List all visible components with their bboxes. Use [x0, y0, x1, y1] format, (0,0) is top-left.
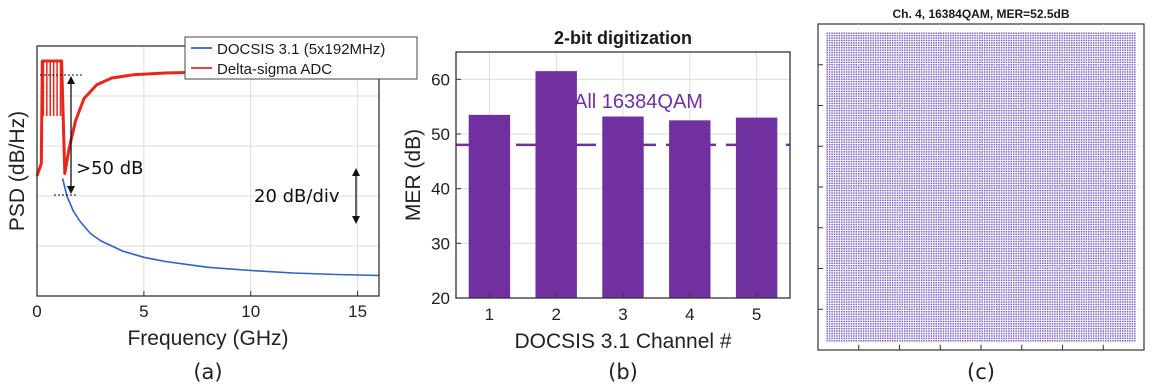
a-annotation-20db: 20 dB/div [254, 186, 340, 207]
b-bar-2 [535, 71, 577, 298]
a-gridlines [36, 46, 379, 296]
a-x-tick-label: 10 [241, 302, 260, 321]
c-chart-title: Ch. 4, 16384QAM, MER=52.5dB [892, 7, 1069, 21]
a-y-axis-label: PSD (dB/Hz) [6, 111, 29, 231]
b-y-ticks: 20 30 40 50 60 [431, 70, 461, 308]
b-bar-3 [602, 116, 644, 298]
b-y-tick-label: 50 [431, 125, 450, 144]
a-x-tick-label: 15 [348, 302, 367, 321]
b-y-tick-label: 30 [431, 234, 450, 253]
a-panel-caption: (a) [193, 360, 222, 384]
a-legend-label-docsis: DOCSIS 3.1 (5x192MHz) [217, 41, 385, 58]
b-y-tick-label: 60 [431, 70, 450, 89]
b-x-ticks: 1 2 3 4 5 [485, 293, 761, 324]
b-y-tick-label: 20 [431, 289, 450, 308]
b-x-tick-label: 4 [685, 305, 694, 324]
b-bar-5 [735, 117, 778, 298]
b-x-tick-label: 2 [551, 305, 560, 324]
panel-c-constellation: Ch. 4, 16384QAM, MER=52.5dB (c) [817, 7, 1145, 384]
a-series-line-0 [61, 178, 380, 277]
a-annotations: >50 dB 20 dB/div [40, 74, 360, 224]
b-x-axis-label: DOCSIS 3.1 Channel # [514, 330, 731, 353]
b-x-tick-label: 5 [752, 305, 761, 324]
b-x-tick-label: 3 [618, 305, 627, 324]
c-constellation-points [826, 32, 1136, 342]
b-chart-title: 2-bit digitization [554, 28, 692, 48]
a-legend-label-adc: Delta-sigma ADC [217, 61, 332, 78]
b-y-axis-label: MER (dB) [402, 129, 425, 221]
a-x-tick-label: 0 [32, 302, 41, 321]
c-gridlines [818, 24, 1144, 350]
c-constellation-field [826, 32, 1136, 342]
b-threshold-label: All 16384QAM [574, 91, 703, 113]
b-bar-1 [468, 114, 511, 298]
c-panel-caption: (c) [967, 360, 995, 384]
b-panel-caption: (b) [608, 360, 638, 384]
panel-b-mer-chart: All 16384QAM 20 30 40 50 60 1 2 3 4 5 2-bit digi… [402, 28, 791, 384]
a-x-axis-label: Frequency (GHz) [127, 327, 288, 350]
a-legend: DOCSIS 3.1 (5x192MHz) Delta-sigma ADC [184, 36, 418, 80]
panel-a-psd-chart: 0 5 10 15 Frequency (GHz) PSD (dB/Hz) DOCSI… [6, 36, 418, 384]
b-bar-4 [669, 120, 711, 298]
a-annotation-50db: >50 dB [76, 158, 143, 179]
b-y-tick-label: 40 [431, 180, 450, 199]
b-bars [468, 71, 778, 298]
a-x-ticks: 0 5 10 15 [32, 291, 367, 321]
a-x-tick-label: 5 [139, 302, 148, 321]
a-legend-box [184, 36, 418, 80]
b-x-tick-label: 1 [485, 305, 494, 324]
